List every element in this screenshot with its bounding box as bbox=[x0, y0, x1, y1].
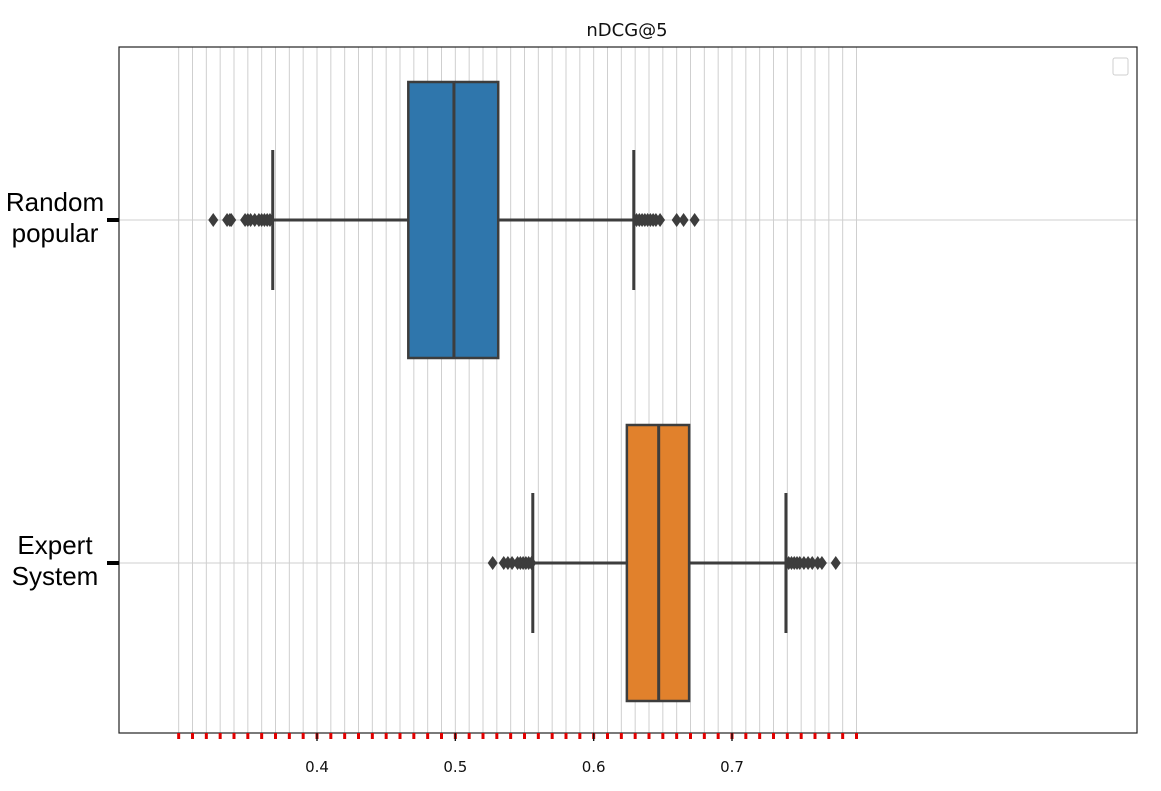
y-tick-label: Random popular bbox=[6, 187, 104, 248]
x-axis: 0.4 0.5 0.6 0.7 bbox=[177, 733, 858, 776]
y-axis: Random popular Expert System bbox=[6, 187, 119, 591]
outlier-point bbox=[671, 213, 682, 227]
x-tick-label: 0.7 bbox=[720, 758, 744, 776]
outlier-point bbox=[678, 213, 689, 227]
outlier-point bbox=[816, 556, 827, 570]
plot-frame bbox=[118, 46, 1138, 734]
legend-box bbox=[1112, 57, 1129, 76]
x-tick-label: 0.4 bbox=[305, 758, 329, 776]
boxes bbox=[208, 80, 841, 703]
box-random-popular bbox=[208, 80, 700, 360]
x-tick-label: 0.6 bbox=[582, 758, 606, 776]
outlier-point bbox=[507, 556, 518, 570]
y-tick-label: Expert System bbox=[12, 530, 99, 591]
x-tick-label: 0.5 bbox=[443, 758, 467, 776]
outlier-point bbox=[208, 213, 219, 227]
outlier-point bbox=[655, 213, 666, 227]
chart-title: nDCG@5 bbox=[586, 20, 667, 41]
outlier-point bbox=[830, 556, 841, 570]
outlier-point bbox=[526, 556, 537, 570]
outlier-point bbox=[487, 556, 498, 570]
box-expert-system bbox=[487, 423, 841, 703]
outlier-point bbox=[689, 213, 700, 227]
outlier-point bbox=[807, 556, 818, 570]
outlier-point bbox=[264, 213, 275, 227]
outlier-point bbox=[226, 213, 237, 227]
